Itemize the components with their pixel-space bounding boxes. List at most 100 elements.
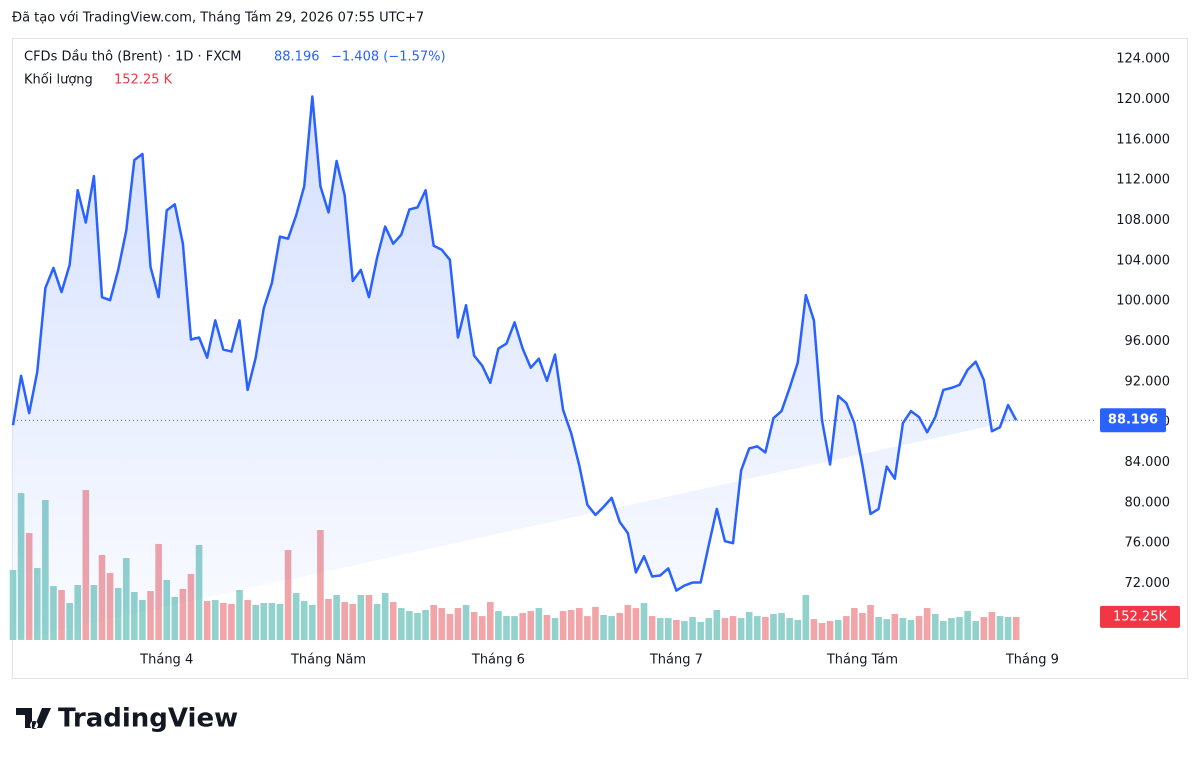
volume-bar <box>640 603 648 640</box>
y-tick-label: 76.000 <box>1125 536 1171 551</box>
x-tick-label: Tháng 7 <box>649 653 703 668</box>
volume-bar <box>187 573 195 640</box>
symbol: CFDs Dầu thô (Brent) · 1D · FXCM <box>24 50 242 65</box>
volume-bar <box>478 616 486 640</box>
volume-bar <box>851 608 858 640</box>
volume-bar <box>883 619 891 640</box>
volume-bar <box>438 608 446 640</box>
volume-bar <box>980 616 988 640</box>
volume-bar <box>567 610 575 640</box>
volume-bar <box>810 619 818 640</box>
volume-bar <box>972 621 980 640</box>
volume-bar <box>317 530 324 640</box>
volume-value: 152.25 K <box>114 73 173 88</box>
brand: TradingView <box>58 704 238 734</box>
plot <box>9 95 1020 641</box>
volume-bar <box>495 611 502 640</box>
volume-bar <box>446 613 454 640</box>
volume-bar <box>470 611 478 640</box>
volume-tag-bg <box>1100 605 1180 628</box>
created-note: Đã tạo với TradingView.com, Tháng Tám 29… <box>12 11 424 26</box>
volume-bar <box>745 611 753 640</box>
volume-bar <box>236 590 243 640</box>
volume-bar <box>681 621 688 640</box>
y-tick-label: 92.000 <box>1125 374 1171 389</box>
volume-bar <box>163 580 171 640</box>
volume-bar <box>543 615 551 640</box>
volume-bar <box>414 613 421 640</box>
y-tick-label: 80.000 <box>1125 495 1171 510</box>
volume-bar <box>357 595 365 640</box>
volume-bar <box>268 603 276 640</box>
volume-bar <box>891 613 899 640</box>
volume-bar <box>729 616 737 640</box>
volume-bar <box>794 620 802 640</box>
volume-bar <box>842 616 850 640</box>
volume-bar <box>503 616 510 640</box>
chart-frame <box>12 38 1188 679</box>
volume-bar <box>292 593 300 640</box>
volume-bar <box>260 603 268 640</box>
last-price-tag-bg <box>1100 408 1166 433</box>
volume-bar <box>834 620 842 640</box>
volume-bar <box>762 616 769 640</box>
volume-bar <box>875 616 882 640</box>
x-tick-label: Tháng 9 <box>1005 653 1059 668</box>
volume-bar <box>1004 616 1012 640</box>
y-tick-label: 124.000 <box>1116 52 1170 67</box>
volume-bar <box>907 620 915 640</box>
y-tick-label: 120.000 <box>1116 92 1170 107</box>
volume-bar <box>859 613 866 640</box>
volume-bar <box>923 608 931 640</box>
volume-bar <box>664 618 672 640</box>
volume-bar <box>276 603 284 640</box>
volume-bar <box>430 605 437 640</box>
price-area <box>13 96 1017 641</box>
volume-bar <box>551 618 559 640</box>
y-tick-label: 116.000 <box>1116 132 1170 147</box>
y-tick-label: 108.000 <box>1116 213 1170 228</box>
x-tick-label: Tháng 6 <box>471 653 525 668</box>
volume-bar <box>228 603 235 640</box>
volume-bar <box>389 601 397 640</box>
volume-bar <box>624 605 632 640</box>
volume-bar <box>398 608 405 640</box>
volume-bar <box>535 608 543 640</box>
x-tick-label: Tháng Tám <box>826 653 898 668</box>
volume-bar <box>373 603 381 640</box>
volume-bar <box>309 605 316 640</box>
volume-bar <box>996 616 1004 640</box>
volume-bar <box>462 605 470 640</box>
volume-bar <box>632 608 640 640</box>
volume-bar <box>818 623 826 640</box>
volume-bar <box>244 600 251 640</box>
volume-bar <box>956 616 963 640</box>
volume-bar <box>576 608 583 640</box>
volume-bar <box>940 621 947 640</box>
volume-bar <box>964 611 971 640</box>
volume-bar <box>616 613 624 640</box>
y-tick-label: 72.000 <box>1125 576 1171 591</box>
x-tick-label: Tháng Năm <box>290 653 366 668</box>
volume-bar <box>300 601 308 640</box>
volume-bar <box>511 616 518 640</box>
y-tick-label: 100.000 <box>1116 294 1170 309</box>
last-price-tag: 88.196 <box>1108 413 1158 428</box>
volume-bar <box>454 608 462 640</box>
volume-bar <box>220 603 227 640</box>
volume-bar <box>406 611 413 640</box>
volume-bar <box>656 618 664 640</box>
volume-bar <box>931 613 939 640</box>
volume-bar <box>988 611 996 640</box>
volume-bar <box>608 616 615 640</box>
volume-bar <box>802 595 810 640</box>
volume-bar <box>915 616 923 640</box>
change: −1.408 (−1.57%) <box>331 50 446 65</box>
last-price: 88.196 <box>274 50 320 65</box>
volume-bar <box>179 588 187 640</box>
volume-tag: 152.25K <box>1113 609 1167 624</box>
volume-bar <box>252 605 259 640</box>
volume-bar <box>381 593 389 640</box>
volume-bar <box>211 600 219 640</box>
